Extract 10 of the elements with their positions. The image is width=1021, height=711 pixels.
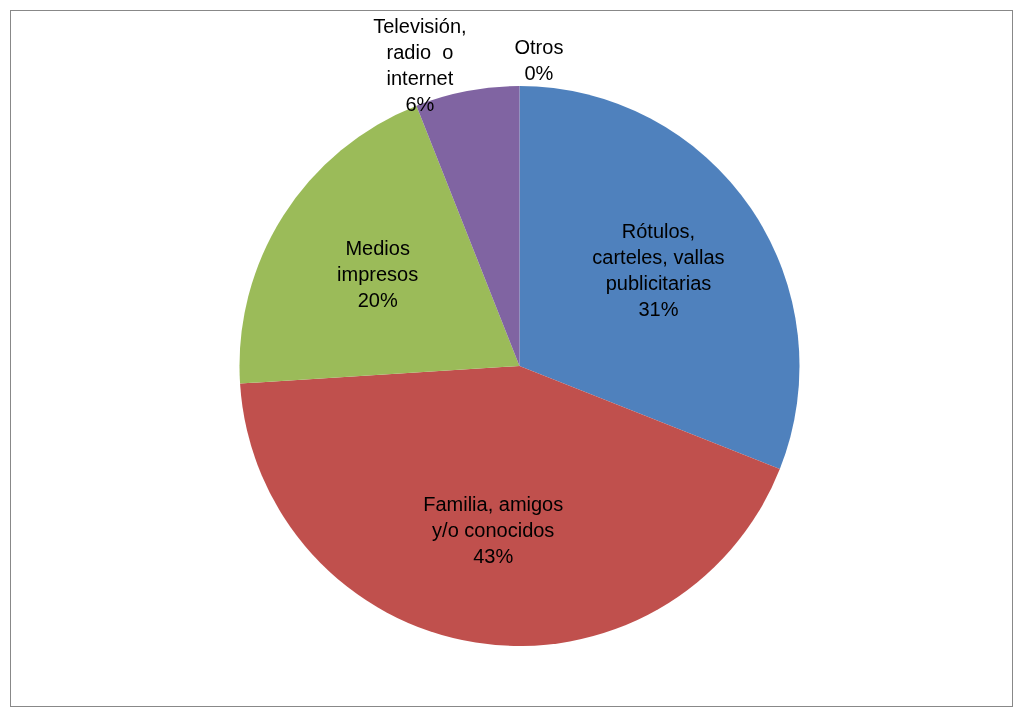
slice-label: Televisión, radio o internet [373, 15, 467, 90]
data-label: 43% [473, 545, 514, 568]
slice-label: Rótulos, carteles, vallas publicitarias [592, 220, 725, 295]
data-label: 31% [638, 298, 679, 321]
slice-label: Medios impresos [337, 237, 419, 286]
text: 0% [524, 61, 554, 84]
slice-label: Familia, amigos y/o conocidos [423, 493, 564, 542]
category-label: Otros [514, 35, 564, 58]
data-label: 20% [357, 289, 398, 312]
data-label: 6% [405, 93, 435, 116]
